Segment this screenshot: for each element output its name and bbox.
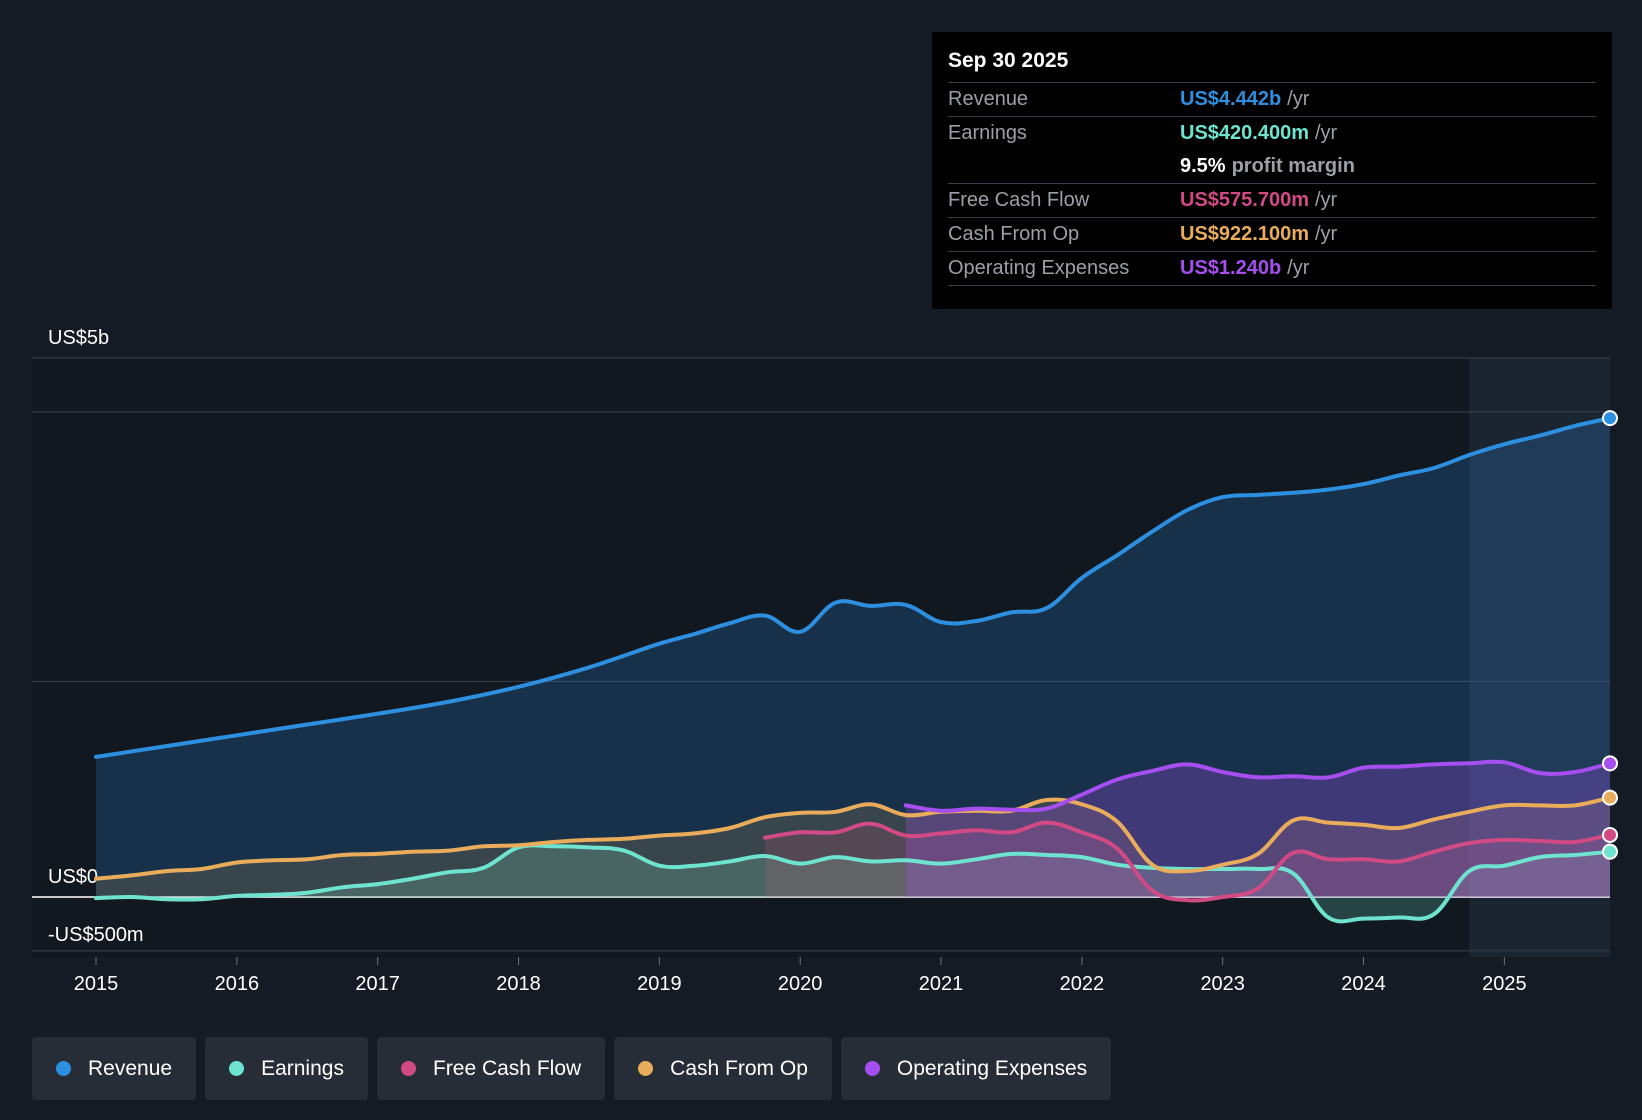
x-tick-label: 2020 [778, 973, 823, 995]
legend-item-cash-from-op[interactable]: Cash From Op [614, 1037, 832, 1100]
tooltip-label: Cash From Op [948, 223, 1080, 245]
legend-dot-icon [56, 1061, 71, 1076]
tooltip-unit: /yr [1314, 122, 1338, 144]
y-tick-label: US$5b [48, 327, 109, 349]
x-tick-label: 2023 [1200, 973, 1245, 995]
tooltip-value: US$922.100m [1180, 223, 1309, 245]
legend-item-free-cash-flow[interactable]: Free Cash Flow [376, 1037, 606, 1100]
x-tick-label: 2025 [1482, 973, 1527, 995]
x-tick-label: 2017 [355, 973, 400, 995]
line-free-cash-flow [763, 820, 1612, 903]
x-tick-label: 2024 [1341, 973, 1386, 995]
end-marker-operating-expenses [1602, 755, 1618, 772]
tooltip-row-opex: Operating Expenses US$1.240b /yr [948, 252, 1596, 286]
tooltip-unit: /yr [1314, 189, 1338, 211]
end-marker-cash-from-op [1602, 789, 1618, 806]
tooltip-label: Free Cash Flow [948, 189, 1090, 211]
tooltip-row-fcf: Free Cash Flow US$575.700m /yr [948, 184, 1596, 218]
tooltip-row-margin: 9.5% profit margin [948, 150, 1596, 184]
tooltip-value: US$4.442b [1180, 88, 1282, 110]
tooltip-value: US$1.240b [1180, 257, 1282, 279]
legend-dot-icon [229, 1061, 245, 1076]
legend-label: Cash From Op [670, 1056, 808, 1080]
tooltip-label: Revenue [948, 88, 1029, 110]
legend-dot-icon [864, 1061, 880, 1076]
tooltip-row-revenue: Revenue US$4.442b /yr [948, 83, 1596, 117]
data-tooltip: Sep 30 2025 Revenue US$4.442b /yr Earnin… [932, 32, 1612, 309]
y-tick-label: US$0 [48, 866, 98, 888]
end-marker-free-cash-flow [1602, 826, 1618, 843]
legend-item-revenue[interactable]: Revenue [32, 1037, 197, 1100]
area-free-cash-flow [765, 822, 1610, 901]
area-earnings [96, 845, 1610, 922]
x-tick-label: 2015 [74, 973, 119, 995]
tooltip-value: US$575.700m [1180, 189, 1309, 211]
tooltip-value: US$420.400m [1180, 122, 1309, 144]
tooltip-row-earnings: Earnings US$420.400m /yr [948, 117, 1596, 150]
line-cash-from-op [94, 795, 1612, 881]
area-revenue [96, 418, 1610, 897]
end-marker-revenue [1602, 410, 1618, 427]
legend: Revenue Earnings Free Cash Flow Cash Fro… [32, 1037, 1112, 1100]
tooltip-unit: /yr [1287, 88, 1310, 110]
end-marker-earnings [1602, 843, 1618, 860]
legend-dot-icon [400, 1061, 416, 1076]
legend-dot-icon [638, 1061, 654, 1076]
legend-item-earnings[interactable]: Earnings [205, 1037, 368, 1100]
x-tick-label: 2018 [496, 973, 541, 995]
line-revenue [94, 416, 1612, 759]
profit-margin-label: profit margin [1231, 155, 1355, 177]
tooltip-label: Earnings [948, 122, 1027, 144]
tooltip-unit: /yr [1314, 223, 1338, 245]
line-operating-expenses [903, 759, 1612, 813]
y-tick-label: -US$500m [48, 924, 144, 946]
x-tick-label: 2021 [919, 973, 964, 995]
profit-margin-value: 9.5% [1180, 155, 1226, 177]
x-tick-label: 2022 [1060, 973, 1105, 995]
legend-label: Free Cash Flow [432, 1056, 582, 1080]
legend-label: Earnings [261, 1056, 344, 1080]
plot-background [32, 358, 1610, 957]
x-tick-label: 2016 [215, 973, 260, 995]
tooltip-date: Sep 30 2025 [948, 46, 1596, 83]
tooltip-row-cfo: Cash From Op US$922.100m /yr [948, 218, 1596, 252]
x-tick-label: 2019 [637, 973, 682, 995]
tooltip-unit: /yr [1287, 257, 1310, 279]
line-earnings [94, 843, 1612, 924]
legend-item-operating-expenses[interactable]: Operating Expenses [840, 1037, 1112, 1100]
legend-label: Operating Expenses [896, 1056, 1088, 1080]
tooltip-label: Operating Expenses [948, 257, 1130, 279]
legend-label: Revenue [88, 1056, 173, 1080]
area-cash-from-op [96, 797, 1610, 897]
